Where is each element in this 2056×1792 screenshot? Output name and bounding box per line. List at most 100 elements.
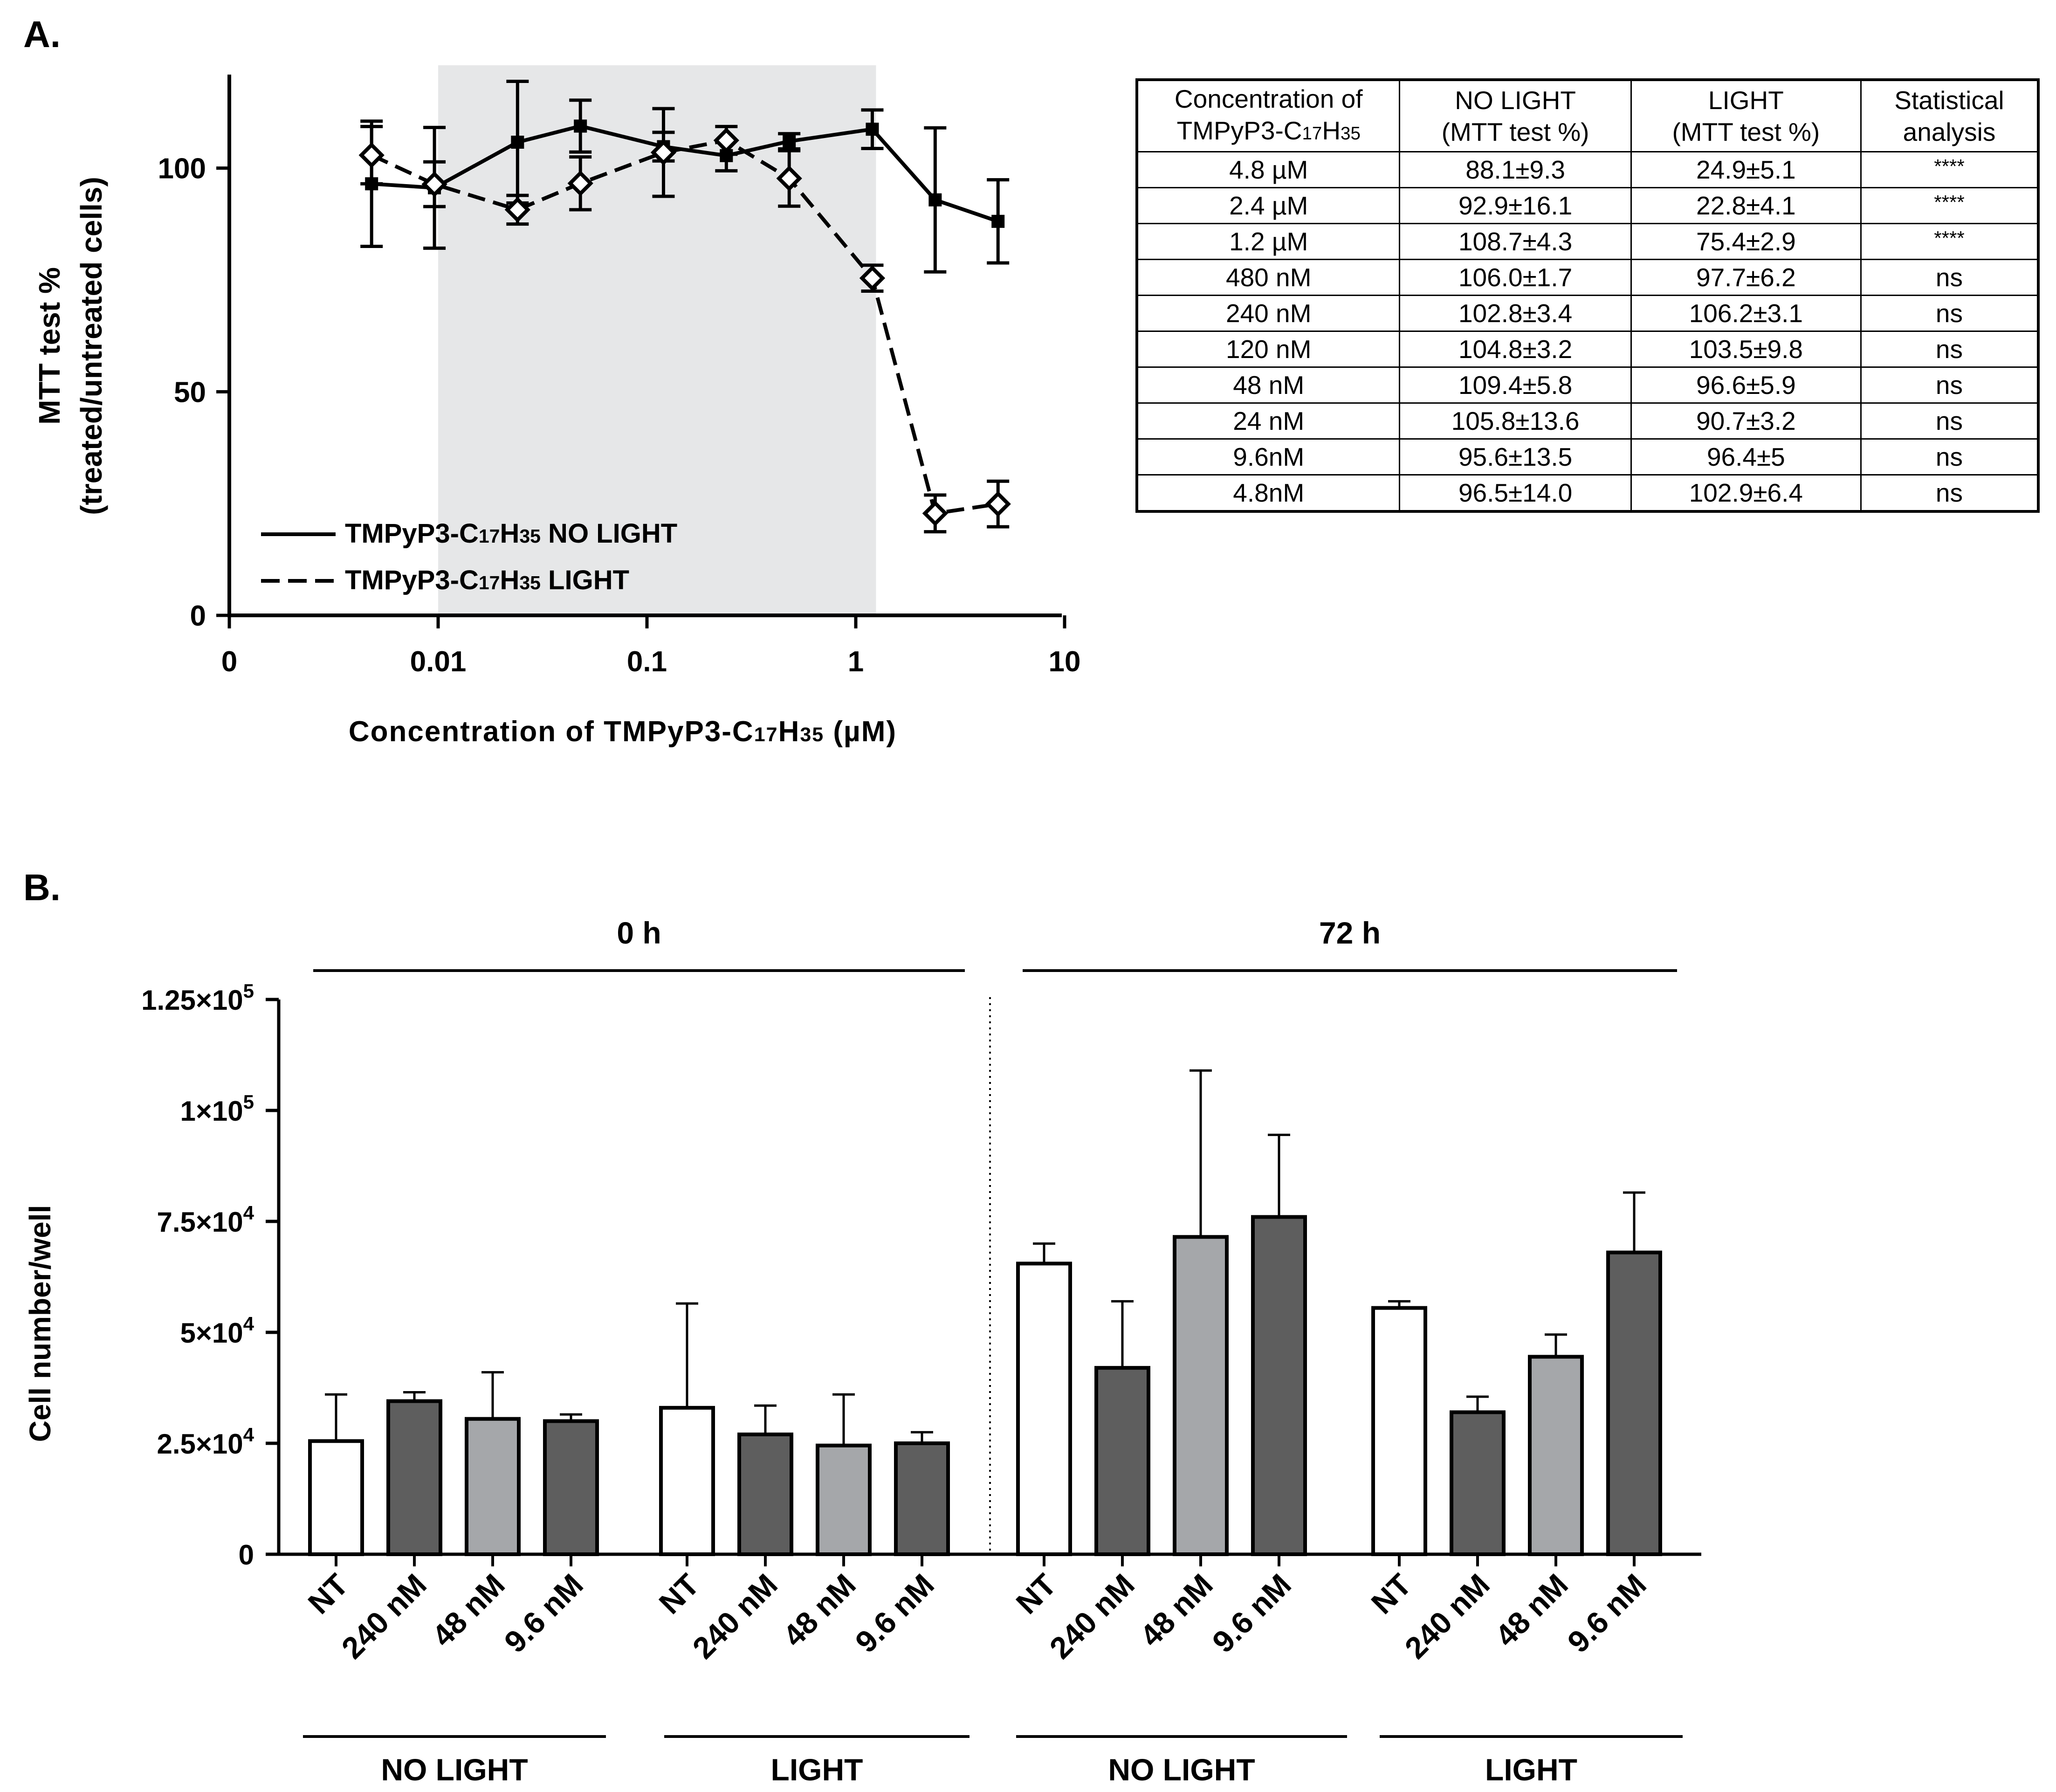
y-axis-title: Cell number/well (23, 1205, 57, 1442)
y-tick-label: 7.5×104 (157, 1202, 254, 1238)
y-axis-title-line1: MTT test % (33, 267, 66, 425)
category-label: 48 nM (776, 1567, 862, 1654)
header-line: (MTT test %) (1441, 117, 1589, 146)
group-label: LIGHT (771, 1752, 863, 1787)
data-point-diamond (421, 171, 447, 197)
table-cell: 95.6±13.5 (1399, 438, 1632, 476)
data-point-diamond (713, 127, 739, 153)
bar (816, 1443, 872, 1557)
table-cell: 1.2 µM (1136, 223, 1401, 260)
series-line-light (371, 138, 998, 516)
table-cell: 90.7±3.2 (1630, 402, 1862, 440)
header-line: (MTT test %) (1672, 117, 1820, 146)
bar (1016, 1261, 1072, 1556)
category-label: NT (301, 1567, 355, 1621)
data-point-diamond (922, 500, 948, 526)
data-point-diamond (650, 139, 677, 165)
table-cell: 22.8±4.1 (1630, 187, 1862, 224)
table-row: 4.8 µM 88.1±9.3 24.9±5.1 **** (1136, 151, 2039, 188)
bar (465, 1417, 521, 1556)
data-point-diamond (567, 170, 593, 196)
mtt-results-table: Concentration of TMPyP3-C17H35 NO LIGHT … (1135, 78, 2040, 513)
bar (737, 1432, 793, 1556)
bar (308, 1439, 364, 1556)
table-cell: 96.5±14.0 (1399, 474, 1632, 512)
panel-b-bar-chart: 0 h 72 h 0 2.5×104 5×104 7.5×104 1×105 1.25×10… (23, 916, 1701, 1787)
category-label: NT (1009, 1567, 1063, 1621)
table-cell: 240 nM (1136, 295, 1401, 332)
table-cell: 4.8 µM (1136, 151, 1401, 188)
table-row: 9.6nM 95.6±13.5 96.4±5 ns (1136, 438, 2039, 476)
category-label: 48 nM (1133, 1567, 1219, 1654)
category-label: 240 nM (686, 1567, 784, 1666)
category-label: 48 nM (425, 1567, 511, 1654)
table-cell: 96.4±5 (1630, 438, 1862, 476)
table-cell: ns (1860, 331, 2039, 368)
table-cell: **** (1860, 151, 2039, 188)
header-statistics: Statistical analysis (1860, 79, 2039, 152)
bar (543, 1419, 599, 1557)
bar (1371, 1306, 1427, 1556)
table-cell: 96.6±5.9 (1630, 366, 1862, 404)
category-label: 9.6 nM (1205, 1567, 1298, 1660)
mtt-results-table-wrap: Concentration of TMPyP3-C17H35 NO LIGHT … (1135, 78, 2040, 513)
y-tick-label: 100 (158, 153, 206, 185)
group-label: LIGHT (1485, 1752, 1577, 1787)
table-cell: 102.8±3.4 (1399, 295, 1632, 332)
bar (1094, 1366, 1150, 1556)
table-cell: 92.9±16.1 (1399, 187, 1632, 224)
category-label: 48 nM (1488, 1567, 1575, 1654)
x-tick-label: 0.01 (410, 646, 467, 678)
bar (1450, 1410, 1506, 1556)
data-point-diamond (859, 265, 886, 291)
bar (386, 1399, 442, 1557)
y-tick-label: 0 (190, 600, 206, 632)
table-cell: 75.4±2.9 (1630, 223, 1862, 260)
data-point-square (511, 136, 524, 149)
table-row: 4.8nM 96.5±14.0 102.9±6.4 ns (1136, 474, 2039, 512)
header-line: TMPyP3-C17H35 (1176, 116, 1361, 145)
table-cell: 104.8±3.2 (1399, 331, 1632, 368)
panel-b-label: B. (23, 867, 61, 908)
panel-a-label: A. (23, 14, 61, 55)
table-header-row: Concentration of TMPyP3-C17H35 NO LIGHT … (1136, 79, 2039, 152)
table-cell: 103.5±9.8 (1630, 331, 1862, 368)
y-tick-label: 1.25×105 (141, 980, 254, 1016)
header-line: NO LIGHT (1455, 86, 1576, 115)
data-point-square (928, 193, 942, 207)
x-tick-label: 0.1 (627, 646, 667, 678)
data-point-square (783, 135, 796, 148)
table-cell: ns (1860, 295, 2039, 332)
group-label: NO LIGHT (381, 1752, 528, 1787)
data-point-diamond (985, 491, 1011, 517)
bar (1173, 1235, 1229, 1556)
table-cell: ns (1860, 259, 2039, 296)
table-cell: 97.7±6.2 (1630, 259, 1862, 296)
table-row: 120 nM 104.8±3.2 103.5±9.8 ns (1136, 331, 2039, 368)
table-cell: 4.8nM (1136, 474, 1401, 512)
data-point-square (866, 123, 879, 136)
bar (1528, 1355, 1584, 1556)
table-cell: ns (1860, 474, 2039, 512)
table-cell: 120 nM (1136, 331, 1401, 368)
table-row: 24 nM 105.8±13.6 90.7±3.2 ns (1136, 402, 2039, 440)
bar (659, 1406, 715, 1556)
y-tick-label: 50 (174, 376, 206, 408)
category-label: 9.6 nM (497, 1567, 590, 1660)
x-tick-label: 1 (848, 646, 864, 678)
category-label: 9.6 nM (848, 1567, 941, 1660)
table-cell: ns (1860, 402, 2039, 440)
bar (1251, 1215, 1307, 1556)
table-cell: 480 nM (1136, 259, 1401, 296)
category-label: NT (652, 1567, 706, 1621)
table-cell: ns (1860, 438, 2039, 476)
bar (894, 1441, 950, 1556)
data-point-square (574, 119, 587, 133)
y-axis-title-line2: (treated/untreated cells) (75, 177, 108, 515)
table-row: 480 nM 106.0±1.7 97.7±6.2 ns (1136, 259, 2039, 296)
y-tick-label: 5×104 (180, 1313, 254, 1349)
table-cell: 109.4±5.8 (1399, 366, 1632, 404)
data-point-diamond (504, 197, 530, 223)
table-row: 1.2 µM 108.7±4.3 75.4±2.9 **** (1136, 223, 2039, 260)
